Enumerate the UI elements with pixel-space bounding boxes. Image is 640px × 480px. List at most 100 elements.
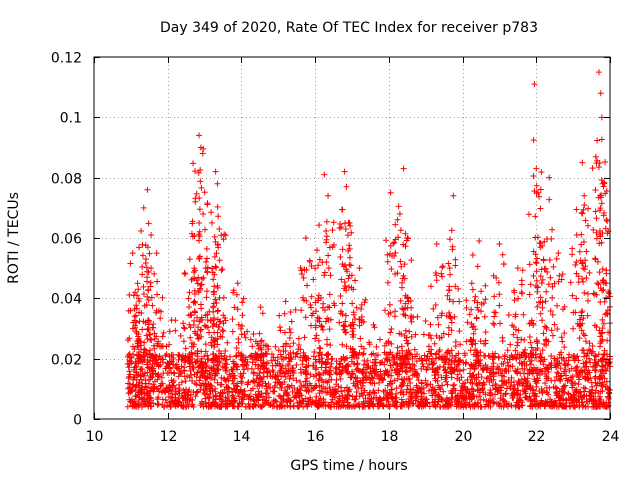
data-point-background bbox=[547, 307, 554, 314]
data-point-cluster bbox=[558, 276, 565, 283]
data-point-cluster bbox=[133, 292, 140, 299]
data-point-background bbox=[466, 370, 473, 377]
data-point-cluster bbox=[477, 349, 484, 356]
data-point-cluster bbox=[436, 335, 443, 342]
data-point-background bbox=[248, 365, 255, 372]
data-point-background bbox=[234, 389, 241, 396]
data-point-background bbox=[268, 357, 275, 364]
data-point-background bbox=[334, 400, 341, 407]
data-point-cluster bbox=[143, 278, 150, 285]
data-point-cluster bbox=[469, 324, 476, 331]
data-point-background bbox=[489, 370, 496, 377]
data-point-background bbox=[172, 391, 179, 398]
data-point-cluster bbox=[231, 360, 238, 367]
data-point-cluster bbox=[468, 306, 475, 313]
data-point-background bbox=[128, 396, 135, 403]
data-point-cluster bbox=[192, 299, 199, 306]
data-point-background bbox=[124, 403, 131, 410]
data-point-cluster bbox=[324, 336, 331, 343]
data-point-cluster bbox=[195, 237, 202, 244]
data-point-cluster bbox=[211, 343, 218, 350]
data-point-cluster bbox=[532, 234, 539, 241]
data-point-background bbox=[413, 382, 420, 389]
data-point-background bbox=[180, 338, 187, 345]
data-point-background bbox=[301, 334, 308, 341]
data-point-cluster bbox=[576, 316, 583, 323]
data-point-background bbox=[597, 400, 604, 407]
data-point-cluster bbox=[358, 313, 365, 320]
data-point-cluster bbox=[133, 319, 140, 326]
data-point-background bbox=[576, 335, 583, 342]
data-point-cluster bbox=[599, 363, 606, 370]
data-point-background bbox=[373, 352, 380, 359]
data-point-cluster bbox=[585, 205, 592, 212]
data-point-background bbox=[369, 401, 376, 408]
data-point-background bbox=[421, 352, 428, 359]
data-point-background bbox=[407, 380, 414, 387]
data-point-background bbox=[145, 390, 152, 397]
data-point-cluster bbox=[195, 335, 202, 342]
data-point-cluster bbox=[525, 211, 532, 218]
data-point-background bbox=[391, 377, 398, 384]
data-point-cluster bbox=[342, 312, 349, 319]
data-point-background bbox=[482, 329, 489, 336]
data-point-background bbox=[505, 376, 512, 383]
data-point-cluster bbox=[324, 359, 331, 366]
data-point-cluster bbox=[456, 328, 463, 335]
data-point-cluster bbox=[132, 289, 139, 296]
data-point-background bbox=[361, 387, 368, 394]
data-point-background bbox=[429, 355, 436, 362]
data-point bbox=[595, 69, 602, 76]
data-point-cluster bbox=[430, 305, 437, 312]
data-point-cluster bbox=[197, 281, 204, 288]
data-point-cluster bbox=[388, 326, 395, 333]
data-point-cluster bbox=[538, 169, 545, 176]
data-point-cluster bbox=[511, 289, 518, 296]
data-point-cluster bbox=[322, 318, 329, 325]
data-point-cluster bbox=[404, 294, 411, 301]
data-point-background bbox=[202, 359, 209, 366]
data-point-background bbox=[274, 354, 281, 361]
data-point-background bbox=[498, 378, 505, 385]
data-point-cluster bbox=[543, 288, 550, 295]
data-point-cluster bbox=[308, 262, 315, 269]
data-point-background bbox=[172, 317, 179, 324]
data-point-cluster bbox=[398, 263, 405, 270]
data-point-cluster bbox=[403, 334, 410, 341]
data-point-background bbox=[316, 401, 323, 408]
data-point-cluster bbox=[481, 313, 488, 320]
data-point-background bbox=[326, 384, 333, 391]
data-point-cluster bbox=[288, 318, 295, 325]
data-point-background bbox=[185, 357, 192, 364]
data-point-cluster bbox=[541, 238, 548, 245]
data-point-cluster bbox=[318, 323, 325, 330]
data-point-background bbox=[290, 340, 297, 347]
data-point-background bbox=[360, 400, 367, 407]
data-point-cluster bbox=[137, 366, 144, 373]
data-point-background bbox=[308, 401, 315, 408]
data-point-cluster bbox=[144, 244, 151, 251]
data-point-cluster bbox=[134, 343, 141, 350]
data-point-cluster bbox=[352, 277, 359, 284]
data-point-cluster bbox=[385, 339, 392, 346]
data-point-cluster bbox=[136, 298, 143, 305]
data-point-background bbox=[542, 398, 549, 405]
data-point-background bbox=[505, 311, 512, 318]
data-point-cluster bbox=[402, 361, 409, 368]
data-point-background bbox=[398, 376, 405, 383]
data-point-cluster bbox=[191, 298, 198, 305]
data-point-background bbox=[524, 395, 531, 402]
data-point-cluster bbox=[140, 291, 147, 298]
data-point-background bbox=[239, 400, 246, 407]
data-point-background bbox=[548, 403, 555, 410]
data-point-cluster bbox=[281, 310, 288, 317]
data-point-background bbox=[219, 398, 226, 405]
data-point-cluster bbox=[330, 219, 337, 226]
data-point-cluster bbox=[474, 263, 481, 270]
data-point-background bbox=[574, 363, 581, 370]
data-point-cluster bbox=[316, 349, 323, 356]
y-tick-label: 0 bbox=[73, 413, 82, 429]
data-point-background bbox=[306, 387, 313, 394]
data-point-cluster bbox=[315, 295, 322, 302]
data-point-background bbox=[490, 354, 497, 361]
